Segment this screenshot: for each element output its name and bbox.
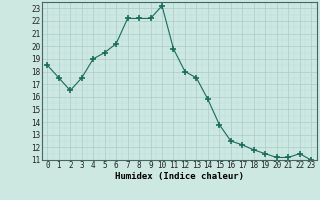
X-axis label: Humidex (Indice chaleur): Humidex (Indice chaleur): [115, 172, 244, 181]
